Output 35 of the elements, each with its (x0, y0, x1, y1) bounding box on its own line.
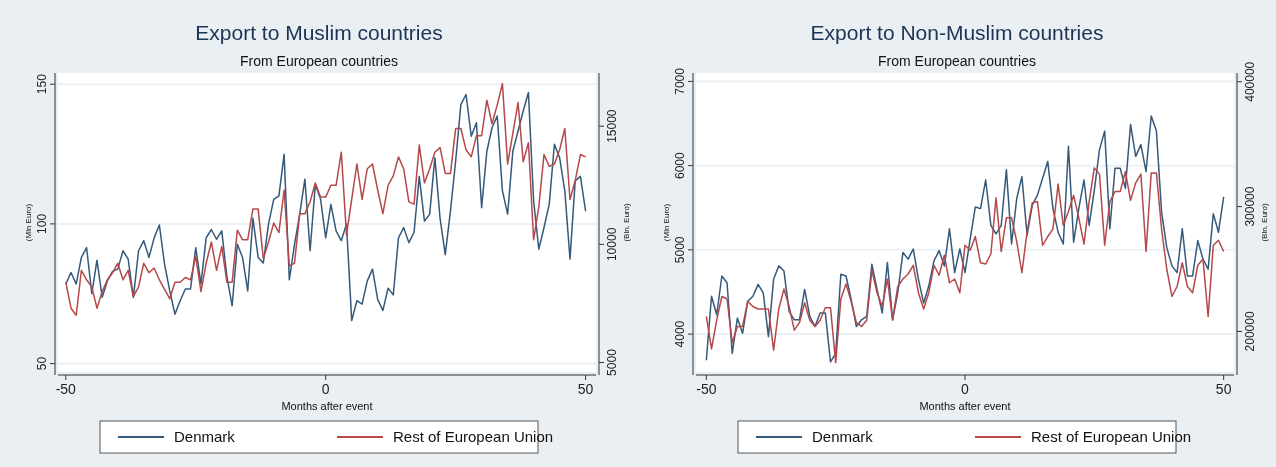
y-axis-title: (Mln Euro) (24, 203, 33, 242)
x-axis-title: Months after event (919, 400, 1011, 412)
y-tick-label: 7000 (673, 67, 687, 95)
y-tick-label: 150 (35, 73, 49, 95)
legend-label: Rest of European Union (1031, 428, 1192, 445)
y-tick-label: 100 (35, 213, 49, 234)
legend-label: Denmark (174, 428, 236, 445)
x-tick-label: 0 (961, 381, 970, 397)
y2-axis-title: (Bln. Euro) (1260, 203, 1269, 242)
y-tick-label: 50 (35, 356, 49, 371)
y-tick-label: 4000 (673, 320, 687, 348)
y-tick-label: 5000 (673, 236, 687, 264)
y2-tick-label: 300000 (1243, 186, 1257, 227)
y-axis-title: (Mln Euro) (662, 203, 671, 242)
x-tick-label: -50 (55, 381, 77, 397)
x-tick-label: 0 (321, 381, 330, 397)
chart-title: Export to Muslim countries (195, 21, 443, 44)
y2-tick-label: 10000 (605, 227, 619, 262)
y2-tick-label: 400000 (1243, 61, 1257, 102)
x-tick-label: 50 (577, 381, 594, 397)
y-tick-label: 6000 (673, 151, 687, 179)
y2-axis-title: (Bln. Euro) (622, 203, 631, 242)
legend-label: Denmark (812, 428, 874, 445)
x-axis-title: Months after event (281, 400, 373, 412)
x-tick-label: 50 (1215, 381, 1232, 397)
chart-title: Export to Non-Muslim countries (810, 21, 1104, 44)
line-series (705, 115, 1225, 363)
y2-tick-label: 15000 (605, 109, 619, 143)
legend-label: Rest of European Union (393, 428, 554, 445)
y2-tick-label: 200000 (1243, 311, 1257, 352)
chart-subtitle: From European countries (878, 53, 1036, 69)
chart-subtitle: From European countries (240, 53, 398, 69)
line-series (705, 167, 1225, 364)
x-tick-label: -50 (696, 381, 717, 397)
y2-tick-label: 5000 (605, 348, 619, 376)
